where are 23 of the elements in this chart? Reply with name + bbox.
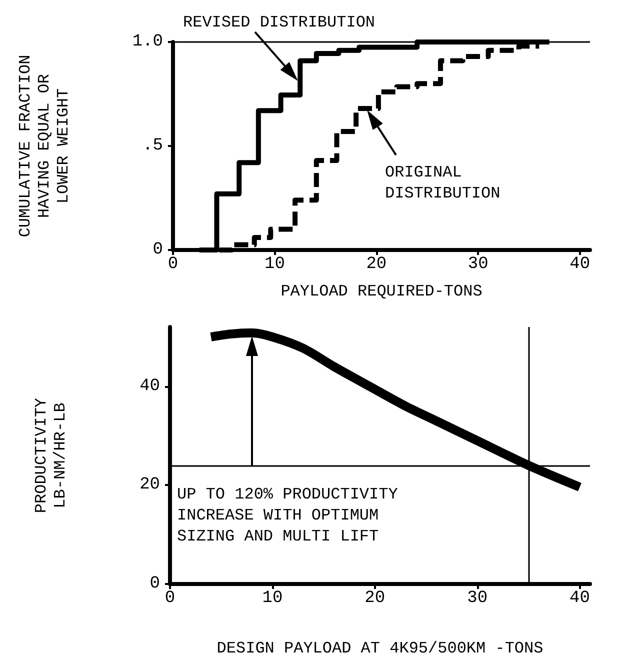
x-axis-title: PAYLOAD REQUIRED-TONS [280, 282, 482, 300]
y-tick-label: 20 [140, 476, 160, 495]
y-tick-label: 40 [140, 376, 160, 396]
x-axis-title: DESIGN PAYLOAD AT 4K95/500KM -TONS [216, 640, 544, 658]
text: REVISED DISTRIBUTION [183, 14, 376, 32]
x-tick-label: 20 [366, 255, 387, 274]
x-tick-label: 30 [467, 589, 488, 608]
x-tick-label: 40 [570, 589, 590, 608]
x-tick-label: 0 [164, 589, 176, 608]
x-tick-label: 10 [262, 589, 283, 608]
x-tick-label: 40 [570, 255, 590, 274]
y-axis-title: PRODUCTIVITY LB-NM/HR-LB [32, 397, 70, 514]
y-axis-title: CUMULATIVE FRACTION HAVING EQUAL OR LOWER WEIGHT [16, 54, 72, 238]
y-tick-label: 0 [152, 240, 163, 260]
x-tick-label: 0 [168, 255, 178, 274]
y-tick-label: .5 [142, 136, 163, 156]
x-tick-label: 20 [364, 589, 386, 608]
x-tick-label: 30 [468, 255, 488, 274]
annotation: ORIGINAL DISTRIBUTION [385, 164, 500, 202]
x-tick-label: 10 [264, 255, 285, 274]
y-tick-label: 1.0 [132, 32, 163, 52]
annotation: UP TO 120% PRODUCTIVITY INCREASE WITH OPTIMUM SIZING AND MULTI LIFT [177, 486, 398, 546]
y-tick-label: 0 [150, 574, 160, 594]
